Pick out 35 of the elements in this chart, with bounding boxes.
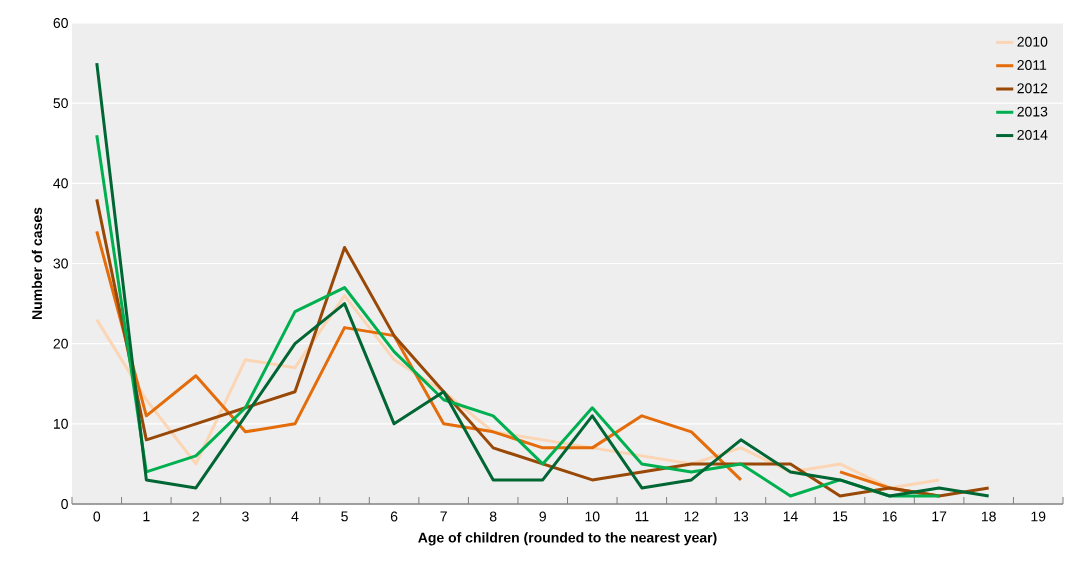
- x-tick-label: 3: [242, 511, 249, 522]
- legend-label: 2014: [1017, 129, 1048, 140]
- line-series: [95, 61, 991, 498]
- x-tick-label: 6: [390, 511, 398, 522]
- x-tick-label: 10: [585, 511, 600, 522]
- x-tick-label: 1: [143, 511, 150, 522]
- legend-label: 2013: [1017, 106, 1048, 117]
- x-tick-label: 4: [291, 511, 299, 522]
- x-tick-label: 17: [932, 511, 947, 522]
- x-tick-label: 18: [981, 511, 996, 522]
- legend-label: 2012: [1017, 83, 1048, 94]
- y-tick-label: 20: [53, 338, 68, 349]
- x-tick-label: 13: [734, 511, 749, 522]
- x-tick-label: 16: [882, 511, 897, 522]
- legend-label: 2010: [1017, 36, 1048, 47]
- legend-label: 2011: [1017, 60, 1047, 70]
- y-tick-label: 10: [53, 418, 68, 429]
- x-tick-label: 7: [440, 511, 447, 522]
- x-tick-label: 12: [684, 511, 699, 522]
- x-tick-label: 5: [341, 511, 348, 522]
- x-tick-label: 2: [192, 511, 200, 522]
- x-tick-label: 14: [783, 511, 798, 522]
- x-tick-label: 8: [489, 511, 497, 522]
- y-tick-label: 60: [53, 18, 68, 28]
- x-tick-label: 15: [833, 511, 848, 522]
- y-tick-label: 40: [53, 178, 68, 189]
- y-axis-title: Number of cases: [31, 207, 43, 319]
- y-tick-label: 30: [53, 258, 68, 269]
- x-tick-label: 11: [635, 511, 649, 522]
- y-tick-label: 50: [53, 98, 68, 109]
- x-tick-label: 0: [93, 511, 101, 522]
- x-tick-label: 19: [1031, 511, 1046, 522]
- x-axis-title: Age of children (rounded to the nearest year): [418, 532, 717, 546]
- y-tick-label: 0: [61, 499, 68, 509]
- x-tick-label: 9: [539, 511, 546, 522]
